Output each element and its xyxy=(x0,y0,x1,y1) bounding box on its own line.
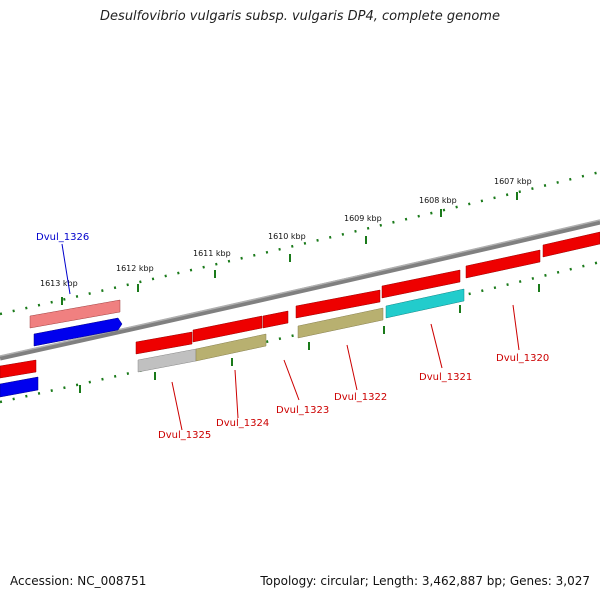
upper-major-ticks xyxy=(61,192,518,305)
callout-line xyxy=(61,243,71,295)
tick-label: 1608 kbp xyxy=(419,196,457,205)
callout-line xyxy=(283,359,300,401)
tick-label: 1610 kbp xyxy=(268,232,306,241)
gene-arrow[interactable] xyxy=(295,289,381,319)
gene-arrow[interactable] xyxy=(0,376,39,398)
callout-line xyxy=(171,381,183,431)
forward-genes xyxy=(0,231,600,379)
callout-line xyxy=(234,369,239,419)
callout-line xyxy=(512,304,520,351)
gene-arrow[interactable] xyxy=(135,331,193,355)
tick-label: 1609 kbp xyxy=(344,214,382,223)
tick-labels: 1613 kbp 1612 kbp 1611 kbp 1610 kbp 1609… xyxy=(40,177,532,288)
callout-line xyxy=(346,344,358,391)
genome-title: Desulfovibrio vulgaris subsp. vulgaris D… xyxy=(100,9,500,24)
gene-label[interactable]: Dvul_1321 xyxy=(419,372,472,383)
lower-major-ticks xyxy=(79,284,540,393)
gene-arrow[interactable] xyxy=(385,288,465,319)
tick-label: 1611 kbp xyxy=(193,249,231,258)
genome-backbone xyxy=(0,219,600,361)
reverse-genes xyxy=(0,288,465,398)
gene-label[interactable]: Dvul_1320 xyxy=(496,353,549,364)
gene-arrow[interactable] xyxy=(381,269,461,299)
gene-arrow[interactable] xyxy=(465,249,541,279)
gene-arrow[interactable] xyxy=(195,333,267,362)
gene-arrow[interactable] xyxy=(0,359,37,379)
gene-labels: Dvul_1326 Dvul_1325 Dvul_1324 Dvul_1323 … xyxy=(36,232,549,441)
gene-arrow[interactable] xyxy=(297,307,384,339)
gene-label[interactable]: Dvul_1325 xyxy=(158,430,211,441)
gene-label[interactable]: Dvul_1323 xyxy=(276,405,329,416)
topology-label: Topology: circular; Length: 3,462,887 bp… xyxy=(260,574,590,588)
callout-line xyxy=(430,323,443,369)
gene-label[interactable]: Dvul_1326 xyxy=(36,232,89,243)
gene-arrow[interactable] xyxy=(192,315,263,343)
gene-label[interactable]: Dvul_1324 xyxy=(216,418,269,429)
accession-label: Accession: NC_008751 xyxy=(10,574,147,588)
gene-arrow[interactable] xyxy=(33,317,123,347)
gene-arrow[interactable] xyxy=(137,348,197,373)
gene-arrow[interactable] xyxy=(262,310,289,329)
genome-backbone-highlight xyxy=(0,219,600,357)
callout-lines xyxy=(61,243,520,431)
tick-label: 1613 kbp xyxy=(40,279,78,288)
tick-label: 1612 kbp xyxy=(116,264,154,273)
tick-label: 1607 kbp xyxy=(494,177,532,186)
gene-label[interactable]: Dvul_1322 xyxy=(334,392,387,403)
gene-arrow[interactable] xyxy=(542,231,600,258)
gene-arrow[interactable] xyxy=(29,299,121,329)
